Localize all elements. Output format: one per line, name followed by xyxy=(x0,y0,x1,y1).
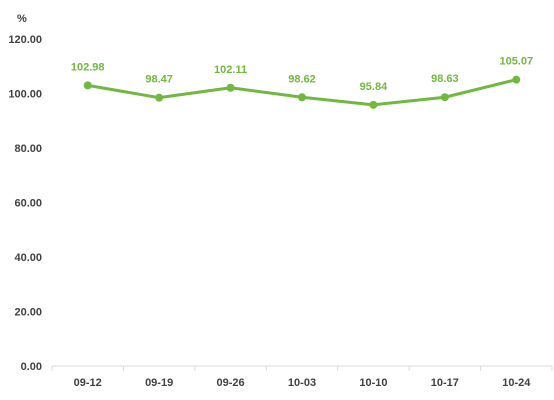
data-point xyxy=(83,81,92,90)
series-group: 102.98 98.47 102.11 98.62 95.84 98.63 105.07 xyxy=(71,56,533,109)
data-point xyxy=(440,93,449,102)
y-tick-label: 60.00 xyxy=(14,198,42,210)
data-point xyxy=(226,83,235,92)
y-tick-label: 120.00 xyxy=(8,34,42,46)
y-tick-label: 0.00 xyxy=(21,361,42,373)
y-tick-label: 40.00 xyxy=(14,252,42,264)
y-axis-unit-label: % xyxy=(17,13,27,25)
data-point xyxy=(155,93,164,102)
data-label: 98.63 xyxy=(431,73,459,85)
data-label: 98.62 xyxy=(288,73,316,85)
data-point xyxy=(298,93,306,102)
x-tick-label: 09-26 xyxy=(217,377,245,389)
y-tick-label: 80.00 xyxy=(14,143,42,155)
x-tick-label: 10-17 xyxy=(431,377,459,389)
data-point xyxy=(369,100,378,109)
y-tick-label: 20.00 xyxy=(14,307,42,319)
data-label: 95.84 xyxy=(360,81,388,93)
data-point xyxy=(512,75,521,84)
x-tick-label: 10-03 xyxy=(288,377,316,389)
y-axis-ticks: 0.00 20.00 40.00 60.00 80.00 100.00 120.00 xyxy=(8,34,42,373)
data-label: 102.11 xyxy=(214,64,247,76)
data-label: 105.07 xyxy=(499,56,533,68)
data-label: 98.47 xyxy=(145,74,173,86)
x-tick-label: 09-12 xyxy=(74,377,102,389)
x-axis-ticks: 09-12 09-19 09-26 10-03 10-10 10-17 10-24 xyxy=(51,366,553,389)
y-tick-label: 100.00 xyxy=(8,89,42,101)
data-label: 102.98 xyxy=(71,61,105,73)
x-tick-label: 10-24 xyxy=(502,377,531,389)
x-tick-label: 10-10 xyxy=(359,377,387,389)
x-tick-label: 09-19 xyxy=(145,377,173,389)
